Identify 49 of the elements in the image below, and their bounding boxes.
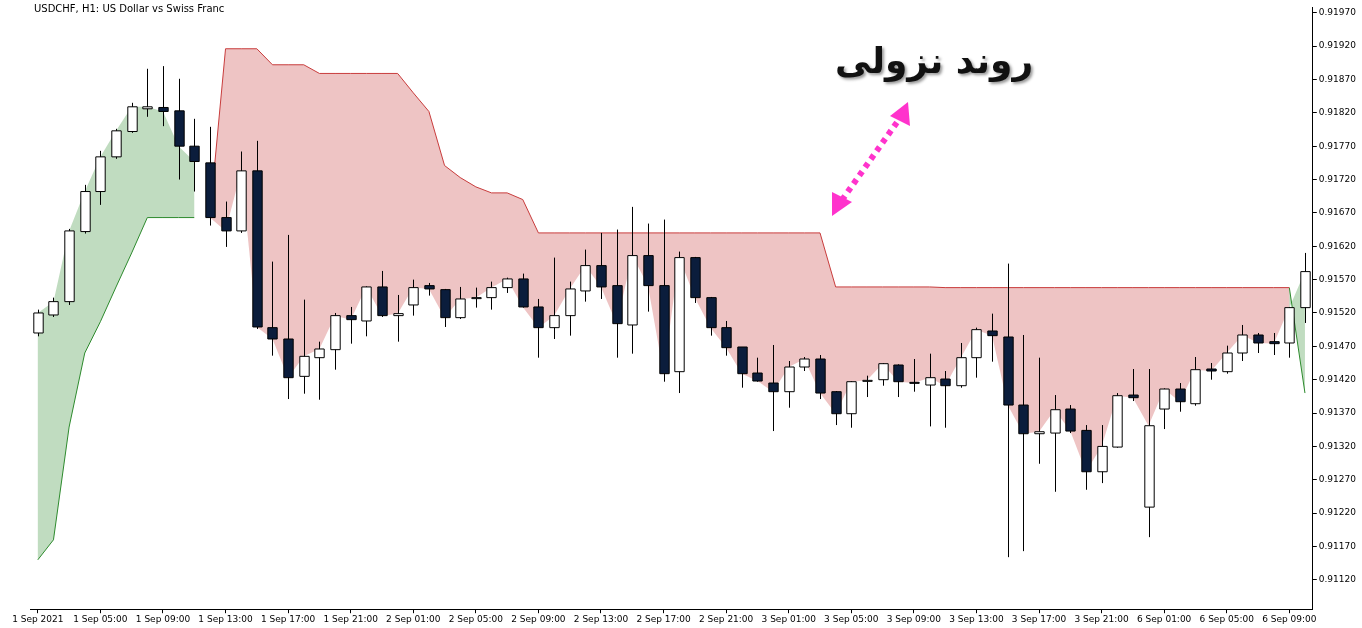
x-tick-label: 6 Sep 05:00 xyxy=(1199,613,1255,624)
x-tick-label: 3 Sep 05:00 xyxy=(824,613,879,624)
y-tick-label: 0.91270 xyxy=(1318,474,1357,485)
candlestick xyxy=(925,353,936,427)
y-tick-label: 0.91720 xyxy=(1318,173,1357,184)
x-tick-label: 6 Sep 01:00 xyxy=(1136,613,1192,624)
x-tick-label: 1 Sep 09:00 xyxy=(135,613,191,624)
candlestick xyxy=(158,65,169,127)
y-tick-label: 0.91320 xyxy=(1318,440,1357,451)
y-tick-label: 0.91220 xyxy=(1318,507,1357,518)
x-tick-label: 2 Sep 01:00 xyxy=(386,613,441,624)
candlestick xyxy=(1050,394,1061,493)
x-tick-label: 2 Sep 05:00 xyxy=(448,613,504,624)
x-tick-label: 1 Sep 17:00 xyxy=(260,613,316,624)
x-tick-label: 3 Sep 21:00 xyxy=(1074,613,1130,624)
x-tick-label: 6 Sep 09:00 xyxy=(1262,613,1317,624)
x-tick-label: 3 Sep 09:00 xyxy=(886,613,942,624)
x-tick-label: 2 Sep 17:00 xyxy=(636,613,692,624)
y-tick-label: 0.91770 xyxy=(1318,140,1357,151)
y-tick-label: 0.91820 xyxy=(1318,107,1357,118)
y-tick-label: 0.91420 xyxy=(1318,374,1357,385)
y-tick-label: 0.91620 xyxy=(1318,240,1357,251)
x-tick-label: 3 Sep 13:00 xyxy=(949,613,1004,624)
y-tick-label: 0.91520 xyxy=(1318,307,1357,318)
candlestick xyxy=(831,390,842,426)
x-tick-label: 1 Sep 13:00 xyxy=(198,613,253,624)
candlestick xyxy=(721,320,732,357)
chart-title: USDCHF, H1: US Dollar vs Swiss Franc xyxy=(34,3,225,14)
y-tick-label: 0.91970 xyxy=(1318,7,1357,18)
candlestick xyxy=(878,362,889,387)
y-tick-label: 0.91470 xyxy=(1318,340,1357,351)
y-tick-label: 0.91670 xyxy=(1318,207,1357,218)
x-tick-label: 3 Sep 17:00 xyxy=(1011,613,1067,624)
y-tick-label: 0.91370 xyxy=(1318,407,1357,418)
x-tick-label: 1 Sep 2021 xyxy=(12,613,64,624)
x-tick-label: 1 Sep 21:00 xyxy=(323,613,379,624)
annotation: روند نزولی xyxy=(835,40,1034,81)
x-tick-label: 1 Sep 05:00 xyxy=(73,613,128,624)
y-tick-label: 0.91870 xyxy=(1318,73,1357,84)
y-tick-label: 0.91570 xyxy=(1318,273,1357,284)
x-tick-label: 3 Sep 01:00 xyxy=(761,613,817,624)
y-tick-label: 0.91170 xyxy=(1318,540,1357,551)
y-tick-label: 0.91120 xyxy=(1318,574,1357,585)
x-tick-label: 2 Sep 13:00 xyxy=(573,613,629,624)
x-tick-label: 2 Sep 21:00 xyxy=(698,613,754,624)
candlestick xyxy=(596,232,607,300)
candlestick xyxy=(299,299,310,395)
y-tick-label: 0.91920 xyxy=(1318,40,1357,51)
x-tick-label: 2 Sep 09:00 xyxy=(511,613,566,624)
